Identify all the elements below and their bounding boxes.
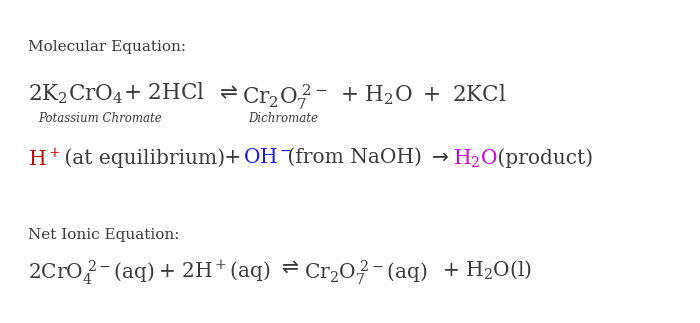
Text: $\mathregular{+\ H_2O(l)}$: $\mathregular{+\ H_2O(l)}$ [442,258,532,281]
Text: $\mathregular{OH^-}$: $\mathregular{OH^-}$ [243,148,293,167]
Text: (at equilibrium): (at equilibrium) [58,148,225,168]
Text: $\mathregular{2CrO_4^{\ 2-}}$(aq): $\mathregular{2CrO_4^{\ 2-}}$(aq) [28,258,155,287]
Text: Net Ionic Equation:: Net Ionic Equation: [28,228,179,242]
Text: Molecular Equation:: Molecular Equation: [28,40,186,54]
Text: $\mathregular{2K_2CrO_4}$: $\mathregular{2K_2CrO_4}$ [28,82,123,106]
Text: $\mathregular{+\ H_2O \ + \ 2KCl}$: $\mathregular{+\ H_2O \ + \ 2KCl}$ [340,82,507,107]
Text: +: + [218,148,248,167]
Text: Potassium Chromate: Potassium Chromate [38,112,162,125]
Text: $\rightarrow$: $\rightarrow$ [421,148,449,167]
Text: $\mathregular{H_2O}$: $\mathregular{H_2O}$ [453,148,498,170]
Text: (from NaOH): (from NaOH) [281,148,422,167]
Text: $\mathregular{+ \ 2HCl}$: $\mathregular{+ \ 2HCl}$ [123,82,205,104]
Text: $\mathregular{+ \ 2H^+(aq)}$: $\mathregular{+ \ 2H^+(aq)}$ [158,258,271,284]
Text: $\mathregular{Cr_2O_7^{\ 2-}}$: $\mathregular{Cr_2O_7^{\ 2-}}$ [242,82,328,112]
Text: $\rightleftharpoons$: $\rightleftharpoons$ [215,82,238,104]
Text: $\mathregular{H^+}$: $\mathregular{H^+}$ [28,148,61,170]
Text: (product): (product) [491,148,593,168]
Text: $\rightleftharpoons$: $\rightleftharpoons$ [278,258,300,277]
Text: $\mathregular{Cr_2O_7^{\ 2-}}$(aq): $\mathregular{Cr_2O_7^{\ 2-}}$(aq) [304,258,428,287]
Text: Dichromate: Dichromate [248,112,318,125]
